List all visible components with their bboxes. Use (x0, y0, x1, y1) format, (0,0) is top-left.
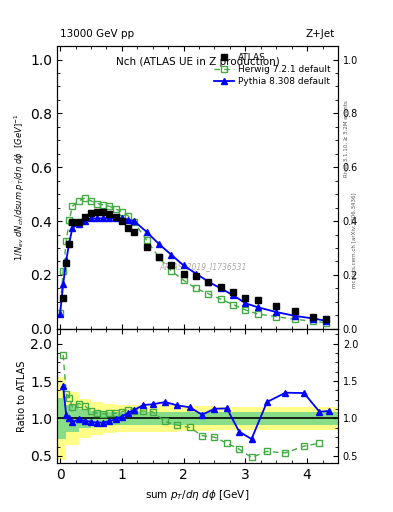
ATLAS (119, 218, 124, 224)
ATLAS (243, 295, 248, 301)
Y-axis label: Ratio to ATLAS: Ratio to ATLAS (17, 360, 28, 432)
ATLAS (70, 219, 75, 225)
ATLAS (132, 229, 136, 235)
Legend: ATLAS, Herwig 7.2.1 default, Pythia 8.308 default: ATLAS, Herwig 7.2.1 default, Pythia 8.30… (211, 51, 334, 89)
ATLAS (194, 273, 198, 280)
ATLAS (101, 208, 106, 215)
Herwig 7.2.1 default (107, 203, 112, 209)
Herwig 7.2.1 default (83, 195, 87, 201)
ATLAS (274, 303, 279, 309)
ATLAS (61, 295, 66, 301)
Text: Nch (ATLAS UE in Z production): Nch (ATLAS UE in Z production) (116, 57, 279, 68)
Line: ATLAS: ATLAS (61, 209, 329, 322)
Herwig 7.2.1 default (194, 285, 198, 291)
Pythia 8.308 default (274, 309, 279, 315)
Herwig 7.2.1 default (274, 313, 279, 319)
Herwig 7.2.1 default (64, 238, 69, 244)
Herwig 7.2.1 default (58, 310, 62, 316)
ATLAS (113, 214, 118, 220)
Herwig 7.2.1 default (323, 320, 328, 326)
ATLAS (88, 210, 93, 216)
Pythia 8.308 default (101, 216, 106, 222)
Herwig 7.2.1 default (119, 208, 124, 215)
Herwig 7.2.1 default (67, 217, 72, 223)
Pythia 8.308 default (144, 229, 149, 235)
Pythia 8.308 default (311, 315, 316, 322)
ATLAS (95, 208, 99, 215)
Herwig 7.2.1 default (292, 316, 297, 323)
Pythia 8.308 default (58, 311, 62, 317)
Pythia 8.308 default (113, 216, 118, 222)
Pythia 8.308 default (255, 304, 260, 310)
Herwig 7.2.1 default (70, 203, 75, 209)
ATLAS (126, 225, 130, 231)
ATLAS (206, 279, 211, 285)
Pythia 8.308 default (107, 216, 112, 222)
Herwig 7.2.1 default (181, 277, 186, 283)
Pythia 8.308 default (323, 317, 328, 324)
Herwig 7.2.1 default (76, 198, 81, 204)
Text: 13000 GeV pp: 13000 GeV pp (60, 29, 134, 39)
ATLAS (144, 244, 149, 250)
Herwig 7.2.1 default (156, 254, 161, 261)
Herwig 7.2.1 default (88, 198, 93, 204)
ATLAS (218, 284, 223, 290)
Pythia 8.308 default (64, 257, 69, 263)
Herwig 7.2.1 default (61, 268, 66, 274)
Pythia 8.308 default (70, 225, 75, 231)
Herwig 7.2.1 default (169, 268, 174, 274)
ATLAS (67, 241, 72, 247)
Text: Z+Jet: Z+Jet (306, 29, 335, 39)
ATLAS (169, 263, 174, 269)
Text: Rivet 3.1.10, ≥ 3.2M events: Rivet 3.1.10, ≥ 3.2M events (344, 100, 349, 177)
Pythia 8.308 default (88, 216, 93, 222)
Pythia 8.308 default (169, 252, 174, 258)
Herwig 7.2.1 default (126, 212, 130, 219)
ATLAS (83, 214, 87, 220)
Pythia 8.308 default (218, 285, 223, 291)
Herwig 7.2.1 default (95, 201, 99, 207)
ATLAS (181, 270, 186, 276)
X-axis label: sum $p_T/d\eta\ d\phi$ [GeV]: sum $p_T/d\eta\ d\phi$ [GeV] (145, 488, 250, 502)
ATLAS (311, 313, 316, 319)
Herwig 7.2.1 default (113, 206, 118, 212)
Line: Herwig 7.2.1 default: Herwig 7.2.1 default (57, 195, 329, 326)
Pythia 8.308 default (119, 216, 124, 222)
Y-axis label: $1/N_{ev}\ dN_{ch}/dsum\ p_T/d\eta\ d\phi$  $[GeV]^{-1}$: $1/N_{ev}\ dN_{ch}/dsum\ p_T/d\eta\ d\ph… (13, 114, 28, 261)
Pythia 8.308 default (126, 217, 130, 223)
Herwig 7.2.1 default (218, 296, 223, 302)
Pythia 8.308 default (292, 313, 297, 319)
Pythia 8.308 default (243, 300, 248, 306)
Pythia 8.308 default (194, 270, 198, 276)
ATLAS (76, 219, 81, 225)
Line: Pythia 8.308 default: Pythia 8.308 default (57, 216, 329, 324)
Pythia 8.308 default (181, 263, 186, 269)
Pythia 8.308 default (67, 240, 72, 246)
Herwig 7.2.1 default (243, 307, 248, 313)
Text: ATLAS_2019_I1736531: ATLAS_2019_I1736531 (160, 262, 247, 271)
Herwig 7.2.1 default (132, 219, 136, 225)
Pythia 8.308 default (95, 216, 99, 222)
Pythia 8.308 default (206, 279, 211, 285)
Herwig 7.2.1 default (144, 237, 149, 243)
Pythia 8.308 default (83, 218, 87, 224)
ATLAS (231, 289, 235, 295)
Pythia 8.308 default (61, 281, 66, 287)
Pythia 8.308 default (156, 241, 161, 247)
ATLAS (323, 316, 328, 323)
Herwig 7.2.1 default (206, 291, 211, 297)
ATLAS (292, 308, 297, 314)
Herwig 7.2.1 default (255, 311, 260, 317)
Pythia 8.308 default (231, 292, 235, 298)
Text: mcplots.cern.ch [arXiv:1306.3436]: mcplots.cern.ch [arXiv:1306.3436] (352, 193, 357, 288)
ATLAS (64, 260, 69, 266)
Herwig 7.2.1 default (101, 202, 106, 208)
Herwig 7.2.1 default (311, 318, 316, 324)
ATLAS (156, 254, 161, 261)
Herwig 7.2.1 default (231, 302, 235, 308)
ATLAS (107, 211, 112, 218)
Pythia 8.308 default (76, 221, 81, 227)
ATLAS (255, 297, 260, 304)
Pythia 8.308 default (132, 218, 136, 224)
